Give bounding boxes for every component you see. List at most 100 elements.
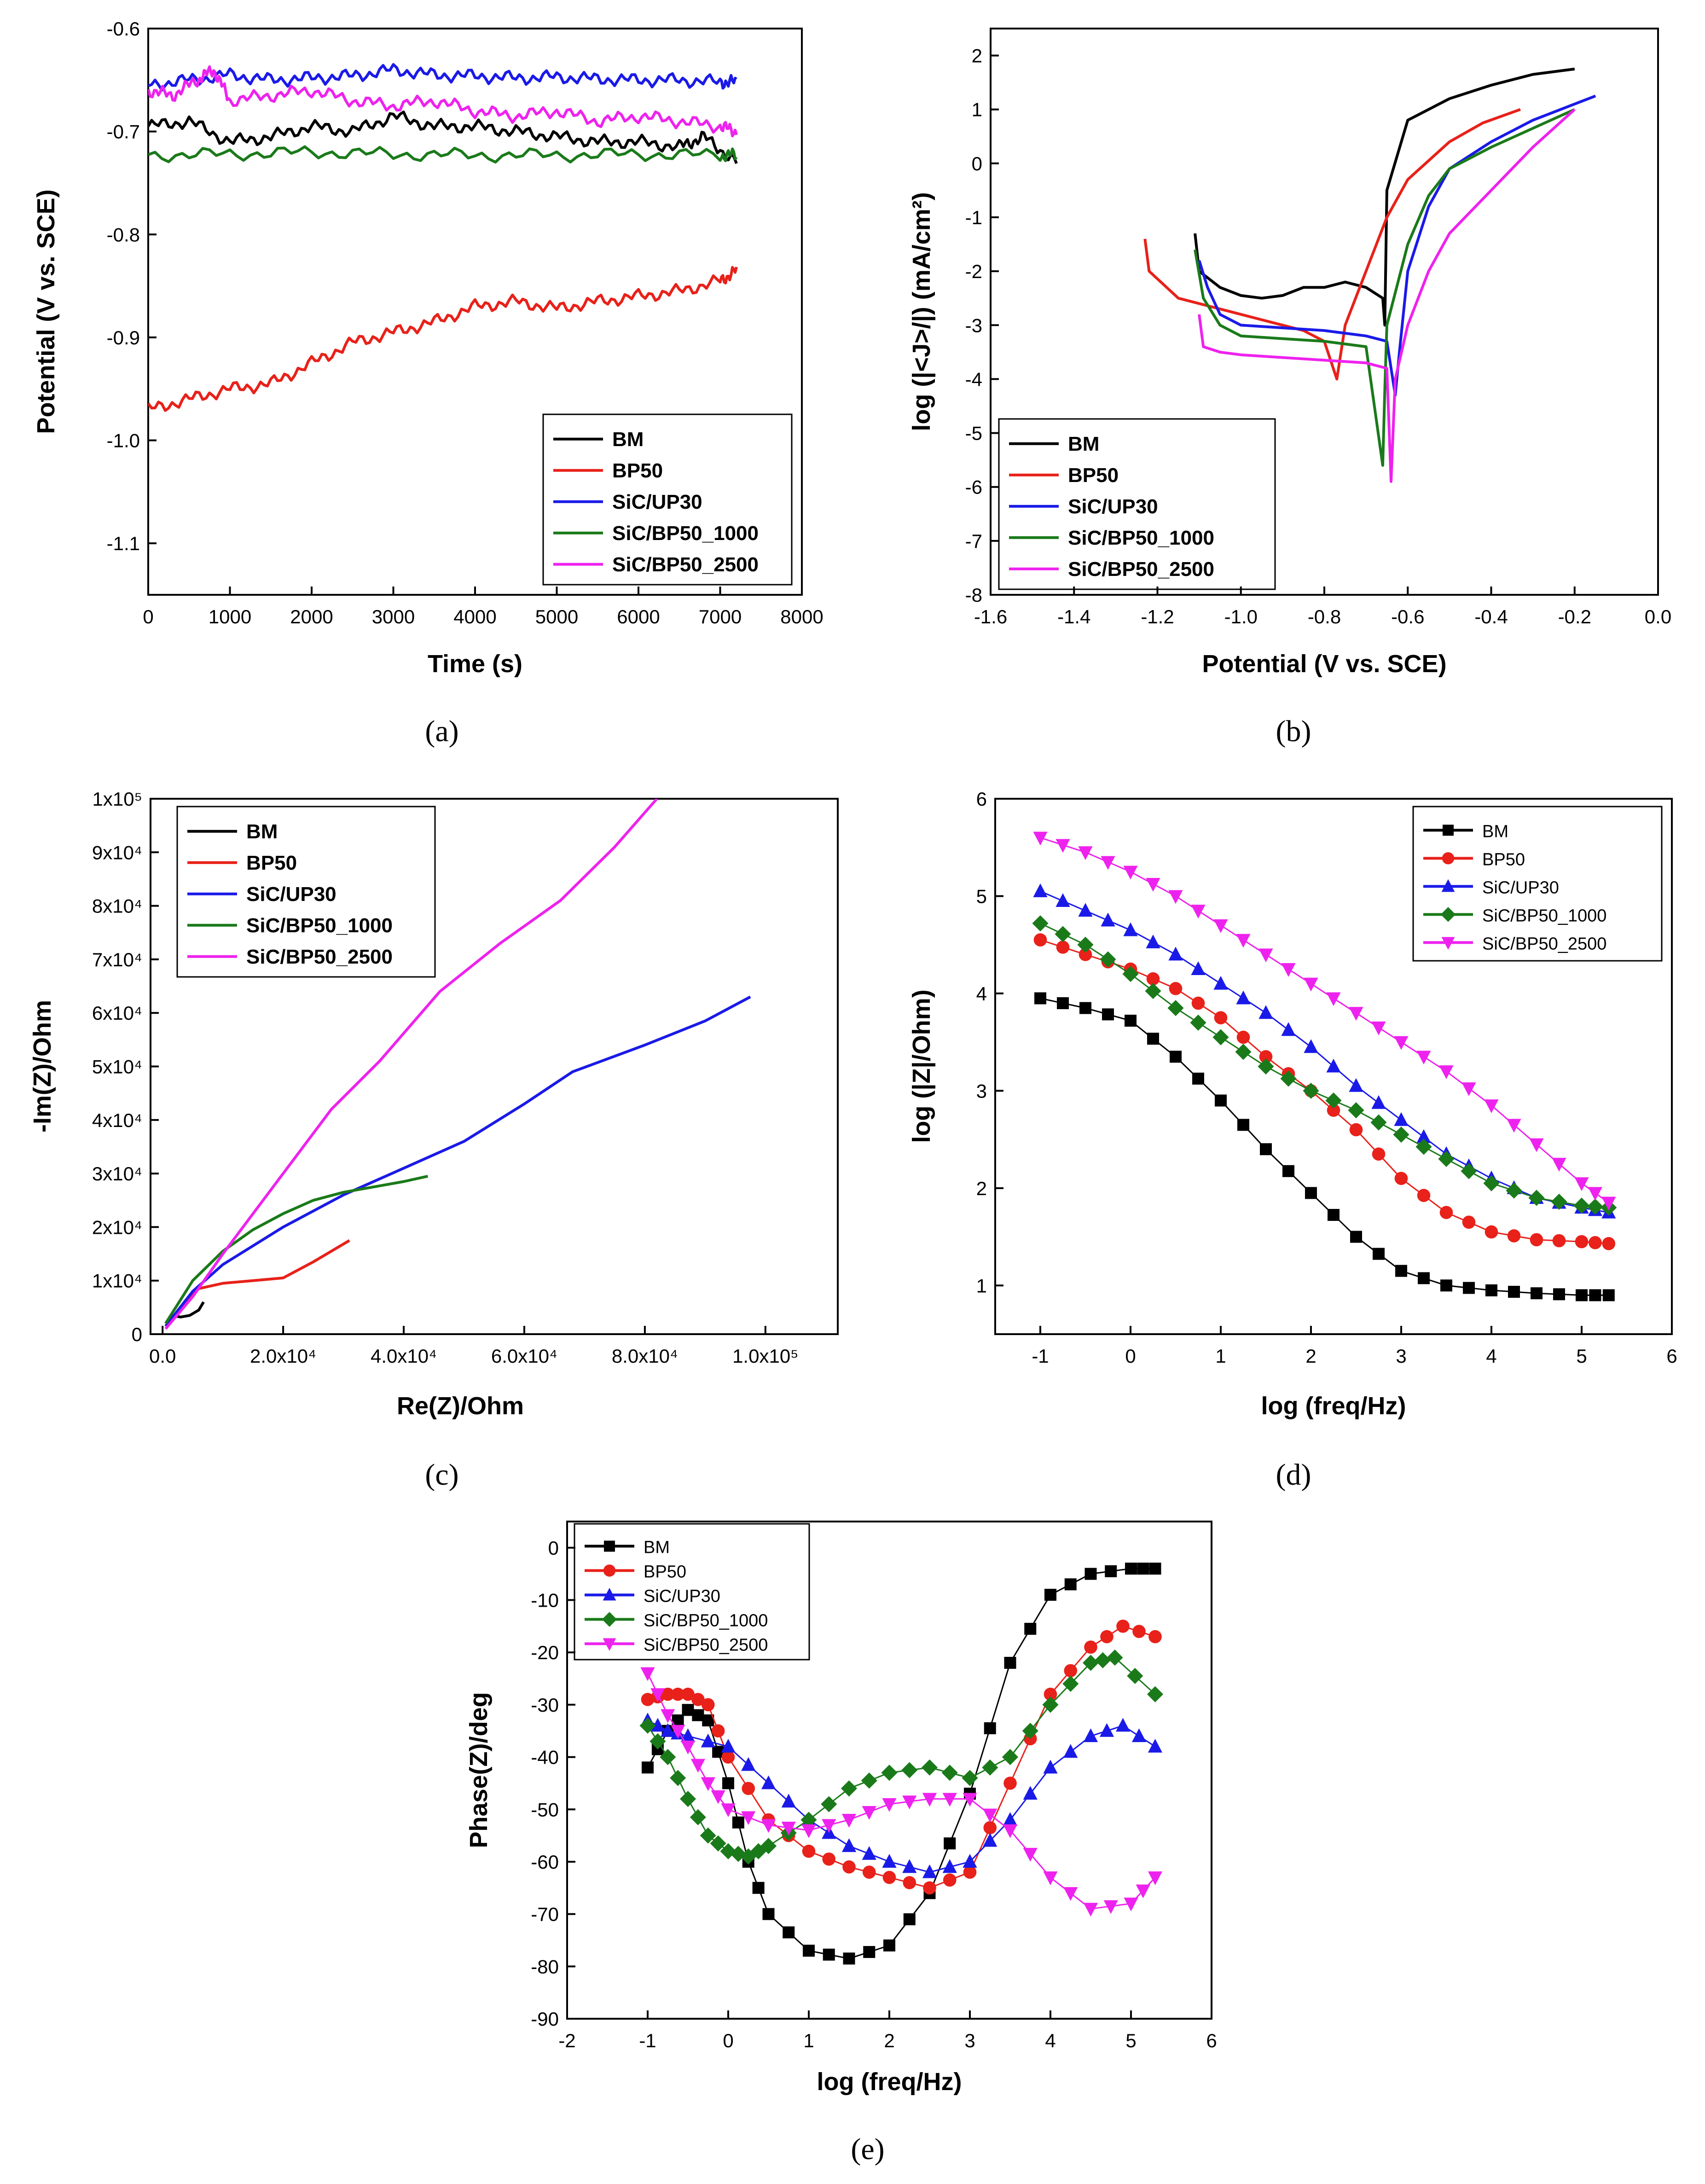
legend-label: SiC/BP50_2500 [1482, 934, 1606, 953]
series-sic-bp50-1000-point [660, 1749, 676, 1766]
series-bm-point [1105, 1565, 1117, 1577]
series-sic-bp50-2500-point [1601, 1197, 1616, 1211]
series-bp50-point [1349, 1123, 1363, 1137]
x-tick-label: 1 [803, 2030, 814, 2051]
x-tick-label: 6000 [617, 606, 660, 627]
series-sic-up30-point [1168, 947, 1183, 961]
x-tick-label: 0.0 [1645, 606, 1671, 627]
y-tick-label: -1.1 [107, 533, 140, 554]
series-group [639, 1562, 1164, 1965]
series-bm-point [843, 1952, 855, 1965]
series-sic-bp50-2500-point [1507, 1119, 1521, 1133]
x-tick-label: 7000 [699, 606, 742, 627]
series-sic-bp50-1000-point [760, 1838, 777, 1854]
x-tick-label: 4.0x10⁴ [371, 1345, 437, 1367]
y-tick-label: 1x10⁴ [92, 1270, 142, 1292]
series-sic-bp50-1000-point [639, 1717, 656, 1734]
series-sic-up30-point [1083, 1728, 1098, 1743]
series-bp50-point [671, 1687, 684, 1701]
series-sic-up30-point [1371, 1095, 1386, 1109]
series-bp50-point [1417, 1189, 1431, 1202]
legend-box [998, 418, 1276, 590]
series-bm-point [984, 1722, 996, 1735]
series-sic-bp50-1000-point [1348, 1102, 1364, 1119]
series-sic-bp50-2500-point [942, 1793, 957, 1807]
series-sic-bp50-1000-point [800, 1812, 817, 1828]
series-sic-bp50-1000-point [1122, 966, 1139, 982]
series-sic-bp50-1000-point [1461, 1163, 1477, 1179]
series-sic-up30-point [1055, 893, 1070, 907]
series-sic-bp50-2500-point [1461, 1082, 1476, 1096]
series-bp50-point [1084, 1640, 1097, 1654]
y-tick-label: 3x10⁴ [92, 1163, 142, 1185]
series-bp50-point [1372, 1147, 1386, 1161]
x-tick-label: -0.6 [1391, 606, 1424, 627]
series-sic-bp50-2500-point [1588, 1187, 1602, 1201]
series-sic-bp50-1000-point [1062, 1675, 1079, 1692]
series-sic-bp50-1000-point [1082, 1655, 1099, 1671]
legend-marker [1442, 852, 1455, 865]
x-tick-label: 1 [1215, 1345, 1226, 1367]
series-sic-bp50-1000-point [921, 1759, 938, 1776]
series-sic-up30-point [741, 1757, 756, 1771]
series-sic-bp50-1000-point [841, 1780, 858, 1797]
series-sic-bp50-1000-point [690, 1809, 706, 1825]
x-tick-label: 4 [1486, 1345, 1496, 1367]
y-tick-label: 0 [548, 1537, 559, 1559]
series-sic-bp50-2500-point [1552, 1157, 1566, 1172]
y-tick-label: -0.8 [107, 224, 140, 245]
series-bm-point [732, 1816, 744, 1829]
x-tick-label: -0.8 [1308, 606, 1341, 627]
series-sic-bp50-2500-point [701, 1777, 715, 1791]
legend-marker [1440, 907, 1456, 922]
series-sic-bp50-2500-point [761, 1819, 776, 1833]
series-sic-bp50-1000-point [720, 1843, 737, 1859]
series-sic-up30-point [1123, 922, 1138, 936]
x-tick-label: -1 [1032, 1345, 1049, 1367]
series-bm-point [1576, 1289, 1588, 1301]
series-sic-up30-point [862, 1846, 876, 1860]
series-bp50-point [711, 1724, 725, 1738]
y-axis-label: Phase(Z)/deg [465, 1692, 493, 1848]
series-sic-bp50-1000-point [1042, 1696, 1059, 1713]
series-bm-point [1282, 1165, 1294, 1177]
series-sic-bp50-2500-point [741, 1811, 756, 1825]
series-bp50-point [1132, 1625, 1146, 1638]
series-sic-up30-point [1236, 990, 1251, 1005]
series-sic-bp50-1000-point [1190, 1014, 1206, 1031]
axis-ticks: 0 1000 2000 3000 4000 5000 6000 7000 8000 -0.6 -0.… [107, 18, 824, 627]
series-sic-up30-point [1258, 1005, 1273, 1019]
series-bp50-point [1462, 1215, 1476, 1229]
series-bm [1040, 998, 1609, 1296]
series-sic-bp50-2500-point [1055, 839, 1070, 853]
series-bm [148, 110, 738, 164]
series-bm-point [1553, 1288, 1565, 1301]
series-sic-bp50-1000-point [982, 1759, 998, 1776]
series-bp50-point [681, 1687, 695, 1701]
series-sic-bp50-1000-point [1002, 1749, 1019, 1766]
series-bm-point [682, 1704, 694, 1716]
series-sic-up30-point [1078, 903, 1093, 917]
series-sic-bp50-2500-point [721, 1803, 736, 1818]
y-tick-label: -40 [531, 1747, 559, 1768]
series-bm-point [1395, 1265, 1407, 1277]
series-bm-point [1170, 1051, 1182, 1063]
series-bm-point [1373, 1248, 1385, 1260]
series-sic-up30-point [1115, 1718, 1131, 1732]
series-sic-bp50-1000-point [901, 1762, 918, 1778]
legend-label: BP50 [246, 852, 297, 874]
x-tick-label: -0.2 [1558, 606, 1591, 627]
legend-label: BP50 [612, 459, 663, 482]
series-bm-point [783, 1926, 795, 1939]
y-tick-label: 1 [976, 1275, 987, 1296]
series-bp50-point [1191, 996, 1205, 1010]
series-sic-up30-point [1101, 912, 1115, 927]
series-bm-point [1057, 997, 1069, 1010]
y-tick-label: 1 [972, 99, 982, 121]
series-bm-point [1328, 1208, 1340, 1221]
series-sic-up30-point [701, 1733, 715, 1748]
y-tick-label: 4x10⁴ [92, 1109, 142, 1131]
series-sic-bp50-1000-point [1127, 1667, 1143, 1684]
legend: BM BP50 SiC/UP30 SiC/BP50_1000 SiC/BP50_2500 [1412, 806, 1663, 962]
